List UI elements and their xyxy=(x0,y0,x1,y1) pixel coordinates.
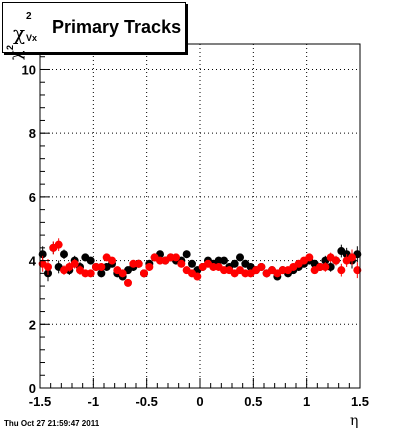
title-superscript: 2 xyxy=(26,11,32,22)
data-point xyxy=(337,266,346,275)
data-point xyxy=(193,272,202,281)
x-tick-label: -0.5 xyxy=(135,394,157,409)
series-1 xyxy=(38,238,362,287)
data-point xyxy=(236,253,244,262)
data-point xyxy=(44,262,52,271)
data-point xyxy=(97,262,106,271)
data-point xyxy=(188,259,196,268)
title-chi-symbol: χ xyxy=(13,21,26,45)
chart-title: Primary Tracks xyxy=(52,17,182,37)
chart-grid xyxy=(40,44,360,388)
data-point xyxy=(60,250,68,259)
data-point xyxy=(140,269,148,278)
data-point xyxy=(353,266,362,275)
y-tick-label: 6 xyxy=(29,190,36,205)
data-point xyxy=(172,253,180,262)
chart-series xyxy=(38,238,362,287)
data-point xyxy=(321,262,330,271)
data-point xyxy=(97,269,106,278)
x-axis-label: η xyxy=(350,413,359,429)
y-axis-label: 2 χ xyxy=(3,44,33,84)
x-tick-label: 1 xyxy=(303,394,310,409)
data-point xyxy=(134,259,143,268)
y-axis-label-symbol: χ xyxy=(6,50,25,60)
data-point xyxy=(332,256,340,265)
timestamp: Thu Oct 27 21:59:47 2011 xyxy=(4,419,100,428)
data-point xyxy=(348,253,356,262)
data-point xyxy=(257,262,266,271)
data-point xyxy=(70,259,79,268)
data-point xyxy=(86,256,95,265)
data-point xyxy=(118,269,127,278)
data-point xyxy=(182,250,191,259)
y-tick-label: 0 xyxy=(29,381,36,396)
y-tick-label: 2 xyxy=(29,317,36,332)
title-subscript: Vx xyxy=(26,33,38,43)
y-tick-label: 4 xyxy=(29,254,37,269)
data-point xyxy=(220,256,228,265)
y-tick-label: 8 xyxy=(29,126,36,141)
x-tick-label: 0.5 xyxy=(244,394,262,409)
axis-tick-labels: -1.5 -1 -0.5 0 0.5 1 1.5 0 2 4 6 8 10 xyxy=(22,62,370,409)
axis-ticks xyxy=(39,43,361,389)
x-tick-label: 1.5 xyxy=(351,394,369,409)
data-point xyxy=(38,250,47,259)
data-point xyxy=(177,259,186,268)
chart-title-box: χ 2 Vx Primary Tracks xyxy=(2,2,186,53)
data-point xyxy=(305,253,314,262)
data-point xyxy=(230,259,239,268)
data-point xyxy=(108,256,116,265)
y-tick-label: 10 xyxy=(22,62,36,77)
data-point xyxy=(54,240,63,249)
data-point xyxy=(86,269,95,278)
x-tick-label: -1.5 xyxy=(29,394,51,409)
x-tick-label: -1 xyxy=(88,394,100,409)
data-point xyxy=(145,262,154,271)
x-tick-label: 0 xyxy=(196,394,203,409)
data-point xyxy=(124,278,132,287)
